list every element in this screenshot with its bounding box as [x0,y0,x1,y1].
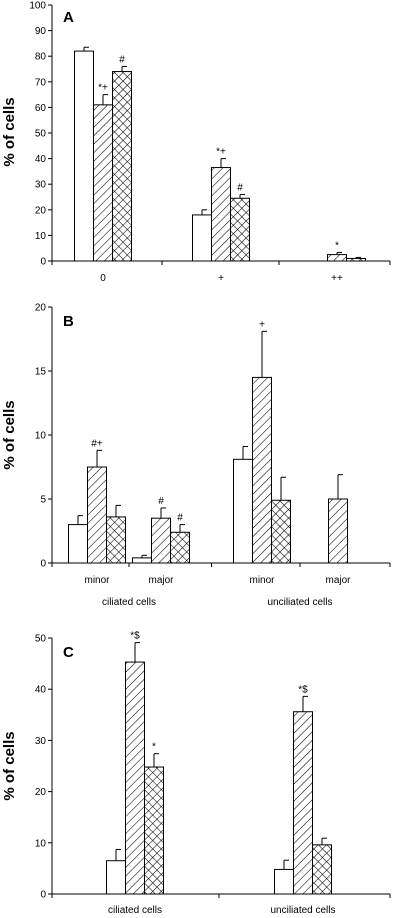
y-tick-label: 10 [35,231,47,242]
y-tick-label: 80 [35,52,47,63]
significance-label: * [152,742,156,753]
panel-letter: B [63,313,74,330]
bar-hatched [151,517,171,564]
bar-crosshatched [230,197,250,262]
y-tick-label: 40 [35,685,47,696]
y-tick-label: 30 [35,736,47,747]
significance-label: #+ [91,438,103,449]
significance-label: # [119,54,125,65]
significance-label: # [158,496,164,507]
group-label: unciliated cells [267,597,332,608]
bar-crosshatched [144,766,164,895]
y-axis-title: % of cells [1,97,18,166]
significance-label: # [237,182,243,193]
x-tick-label: unciliated cells [270,905,335,916]
y-tick-label: 70 [35,77,47,88]
bar-open [106,860,126,895]
bar-hatched [293,711,313,895]
bar-crosshatched [170,531,190,564]
bar-hatched [93,104,113,262]
y-tick-label: 60 [35,103,47,114]
y-tick-label: 10 [35,838,47,849]
bar-crosshatched [271,499,291,564]
y-tick-label: 90 [35,26,47,37]
x-tick-label: 0 [100,273,106,284]
x-tick-label: + [218,273,224,284]
significance-label: + [259,319,265,330]
y-tick-label: 15 [35,367,47,378]
bar-hatched [87,466,107,564]
bar-crosshatched [346,257,366,262]
y-axis-title: % of cells [1,400,18,469]
y-tick-label: 20 [35,787,47,798]
x-tick-label: major [325,575,351,586]
x-tick-label: ciliated cells [108,905,162,916]
y-tick-label: 0 [40,559,46,570]
x-tick-label: ++ [331,273,343,284]
y-tick-label: 0 [40,890,46,901]
bar-open [132,557,152,564]
group-label: ciliated cells [102,597,156,608]
bar-open [74,50,94,262]
bar-crosshatched [106,516,126,564]
significance-label: # [177,513,183,524]
bar-open [233,458,253,564]
x-tick-label: minor [84,575,110,586]
y-tick-label: 10 [35,431,47,442]
bar-crosshatched [312,844,332,895]
y-tick-label: 50 [35,129,47,140]
y-axis-title: % of cells [1,731,18,800]
significance-label: *+ [98,83,108,94]
y-tick-label: 5 [40,495,46,506]
bar-open [192,214,212,262]
chart-panel-b: 0 5 10 15 20 B % of cells #+ minor # # major + minor m… [1,303,391,608]
significance-label: *+ [216,147,226,158]
significance-label: *$ [130,631,140,642]
y-tick-label: 20 [35,303,47,314]
y-tick-label: 100 [29,1,46,12]
bar-hatched [252,376,272,564]
bar-crosshatched [112,71,132,262]
x-tick-label: minor [249,575,275,586]
significance-label: * [335,241,339,252]
bar-hatched [125,661,145,895]
y-tick-label: 50 [35,634,47,645]
bar-hatched [328,498,348,564]
y-tick-label: 0 [40,257,46,268]
y-tick-label: 40 [35,154,47,165]
panel-letter: C [63,644,74,661]
significance-label: *$ [298,684,308,695]
bar-hatched [327,254,347,262]
x-tick-label: major [148,575,174,586]
panel-letter: A [63,9,74,26]
y-tick-label: 30 [35,180,47,191]
bar-open [68,524,88,564]
chart-panel-c: 0 10 20 30 40 50 C % of cells *$ * ciliated cells *… [1,631,391,916]
y-tick-label: 20 [35,205,47,216]
bar-open [274,868,294,895]
bar-hatched [211,167,231,262]
